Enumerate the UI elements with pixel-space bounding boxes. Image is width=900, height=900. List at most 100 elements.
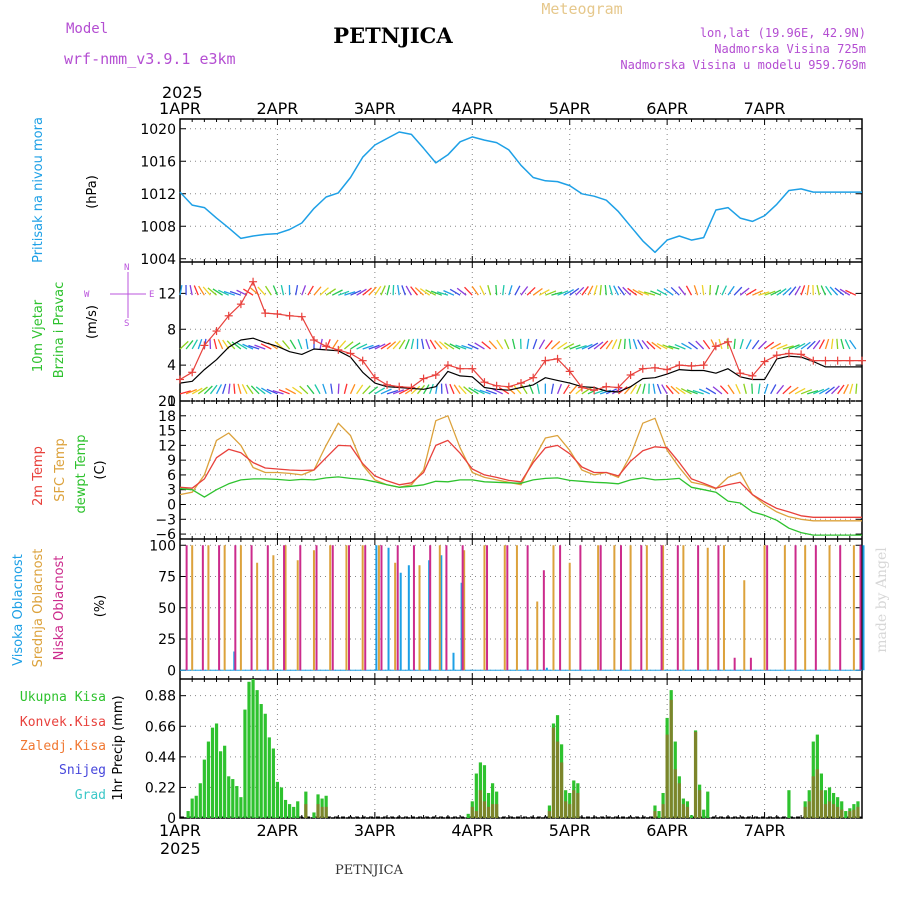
- wind-direction-arrow: [179, 390, 191, 395]
- lonlat-text: lon,lat (19.96E, 42.9N): [700, 26, 866, 40]
- wind-direction-arrow: [272, 285, 279, 296]
- compass-n-icon: N: [124, 263, 129, 273]
- precip-total-bar: [186, 811, 190, 818]
- wind-direction-arrow: [581, 286, 589, 296]
- wind-direction-arrow: [236, 289, 248, 296]
- wind-direction-arrow: [834, 287, 845, 296]
- wind-direction-arrow: [261, 387, 272, 395]
- wind-direction-arrow: [362, 344, 374, 350]
- temp-tick-label: 0: [167, 498, 176, 514]
- wind-direction-arrow: [770, 342, 782, 350]
- wind-direction-arrow: [272, 390, 284, 395]
- wind-direction-arrow: [751, 383, 754, 394]
- wind-direction-arrow: [207, 287, 217, 296]
- wind-direction-arrow: [678, 286, 686, 296]
- wind-direction-arrow: [374, 387, 386, 395]
- wind-direction-arrow: [739, 338, 744, 350]
- wind-direction-arrow: [254, 344, 266, 350]
- wind-speed-line: [179, 337, 862, 393]
- wind-direction-arrow: [410, 385, 421, 395]
- wind-direction-arrow: [434, 340, 443, 350]
- wind-direction-arrow: [344, 291, 356, 296]
- wind-direction-arrow: [362, 287, 372, 296]
- wind-direction-arrow: [550, 383, 555, 394]
- precip-total-bar: [844, 811, 848, 818]
- wind-direction-arrow: [599, 340, 609, 350]
- wind-direction-arrow: [727, 285, 735, 296]
- precip-axis-label: 1hr Precip (mm): [111, 695, 126, 800]
- wind-direction-arrow: [656, 383, 662, 395]
- wind-direction-arrow: [656, 342, 668, 350]
- precip-tick-label: 0.66: [145, 719, 176, 735]
- wind-direction-arrow: [229, 290, 242, 296]
- wind-direction-arrow: [349, 383, 356, 395]
- wind-direction-arrow: [257, 286, 266, 296]
- wind-direction-arrow: [830, 338, 834, 350]
- wind-direction-arrow: [319, 287, 329, 296]
- elevation-text: Nadmorska Visina 725m: [714, 42, 866, 56]
- wind-direction-arrow: [526, 338, 530, 350]
- wind-direction-arrow: [656, 289, 668, 296]
- wind-direction-arrow: [604, 284, 607, 296]
- wind-direction-arrow: [587, 342, 599, 350]
- wind-direction-arrow: [246, 384, 254, 395]
- precip-total-bar: [267, 737, 271, 818]
- precip-total-bar: [243, 709, 247, 818]
- wind-direction-arrow: [179, 284, 183, 296]
- wind-direction-arrow: [280, 284, 285, 296]
- precip-conv-bar: [852, 809, 856, 818]
- precip-conv-bar: [693, 731, 698, 818]
- wind-direction-arrow: [485, 389, 497, 395]
- temp-label-sfc: SFC Temp: [53, 438, 68, 502]
- wind-direction-arrow: [203, 385, 213, 395]
- wind-direction-arrow: [430, 290, 443, 296]
- wind-direction-arrow: [642, 383, 646, 394]
- wind-direction-arrow: [569, 344, 581, 350]
- wind-direction-arrow: [764, 341, 775, 350]
- wind-direction-arrow: [282, 340, 291, 350]
- day-label-bottom: 1APR: [159, 821, 201, 840]
- wind-direction-arrow: [733, 338, 736, 350]
- wind-direction-arrow: [197, 338, 203, 350]
- wind-direction-arrow: [260, 343, 272, 350]
- wind-direction-arrow: [222, 383, 227, 395]
- wind-direction-arrow: [495, 284, 498, 296]
- wind-direction-arrow: [776, 384, 785, 395]
- wind-direction-arrow: [488, 340, 498, 350]
- precip-conv-bar: [811, 776, 815, 818]
- wind-direction-arrow: [458, 385, 467, 395]
- precip-conv-bar: [555, 741, 560, 818]
- wind-direction-arrow: [692, 389, 704, 395]
- wind-direction-arrow: [202, 286, 211, 296]
- temp-label-dew: dewpt Temp: [74, 434, 89, 513]
- wind-direction-arrow: [299, 385, 309, 395]
- precip-conv-bar: [564, 801, 568, 818]
- wind-direction-arrow: [266, 388, 278, 395]
- wind-direction-arrow: [468, 387, 479, 395]
- wind-direction-arrow: [356, 343, 368, 350]
- wind-direction-arrow: [343, 383, 348, 394]
- precip-total-bar: [223, 745, 227, 818]
- day-label-bottom: 4APR: [451, 821, 493, 840]
- wind-direction-arrow: [301, 285, 307, 296]
- wind-direction-arrow: [467, 343, 479, 350]
- precip-total-bar: [235, 786, 239, 818]
- wind-direction-arrow: [443, 290, 455, 296]
- wind-direction-arrow: [641, 339, 650, 350]
- precip-conv-bar: [551, 727, 556, 818]
- wind-direction-arrow: [231, 341, 242, 350]
- wind-direction-arrow: [816, 285, 821, 296]
- wind-direction-arrow: [212, 288, 223, 296]
- wind-direction-arrow: [837, 384, 845, 395]
- legend-conv: Konvek.Kisa: [20, 715, 106, 730]
- wind-direction-arrow: [233, 383, 236, 394]
- wind-direction-arrow: [189, 284, 193, 296]
- wind-direction-arrow: [824, 338, 830, 350]
- wind-direction-arrow: [563, 384, 570, 395]
- temp-label-2m: 2m Temp: [31, 446, 46, 506]
- wind-direction-arrow: [356, 288, 367, 296]
- wind-direction-arrow: [637, 339, 644, 350]
- wind-direction-arrow: [733, 286, 743, 296]
- precip-conv-bar: [470, 806, 474, 818]
- pressure-tick-label: 1008: [140, 219, 176, 235]
